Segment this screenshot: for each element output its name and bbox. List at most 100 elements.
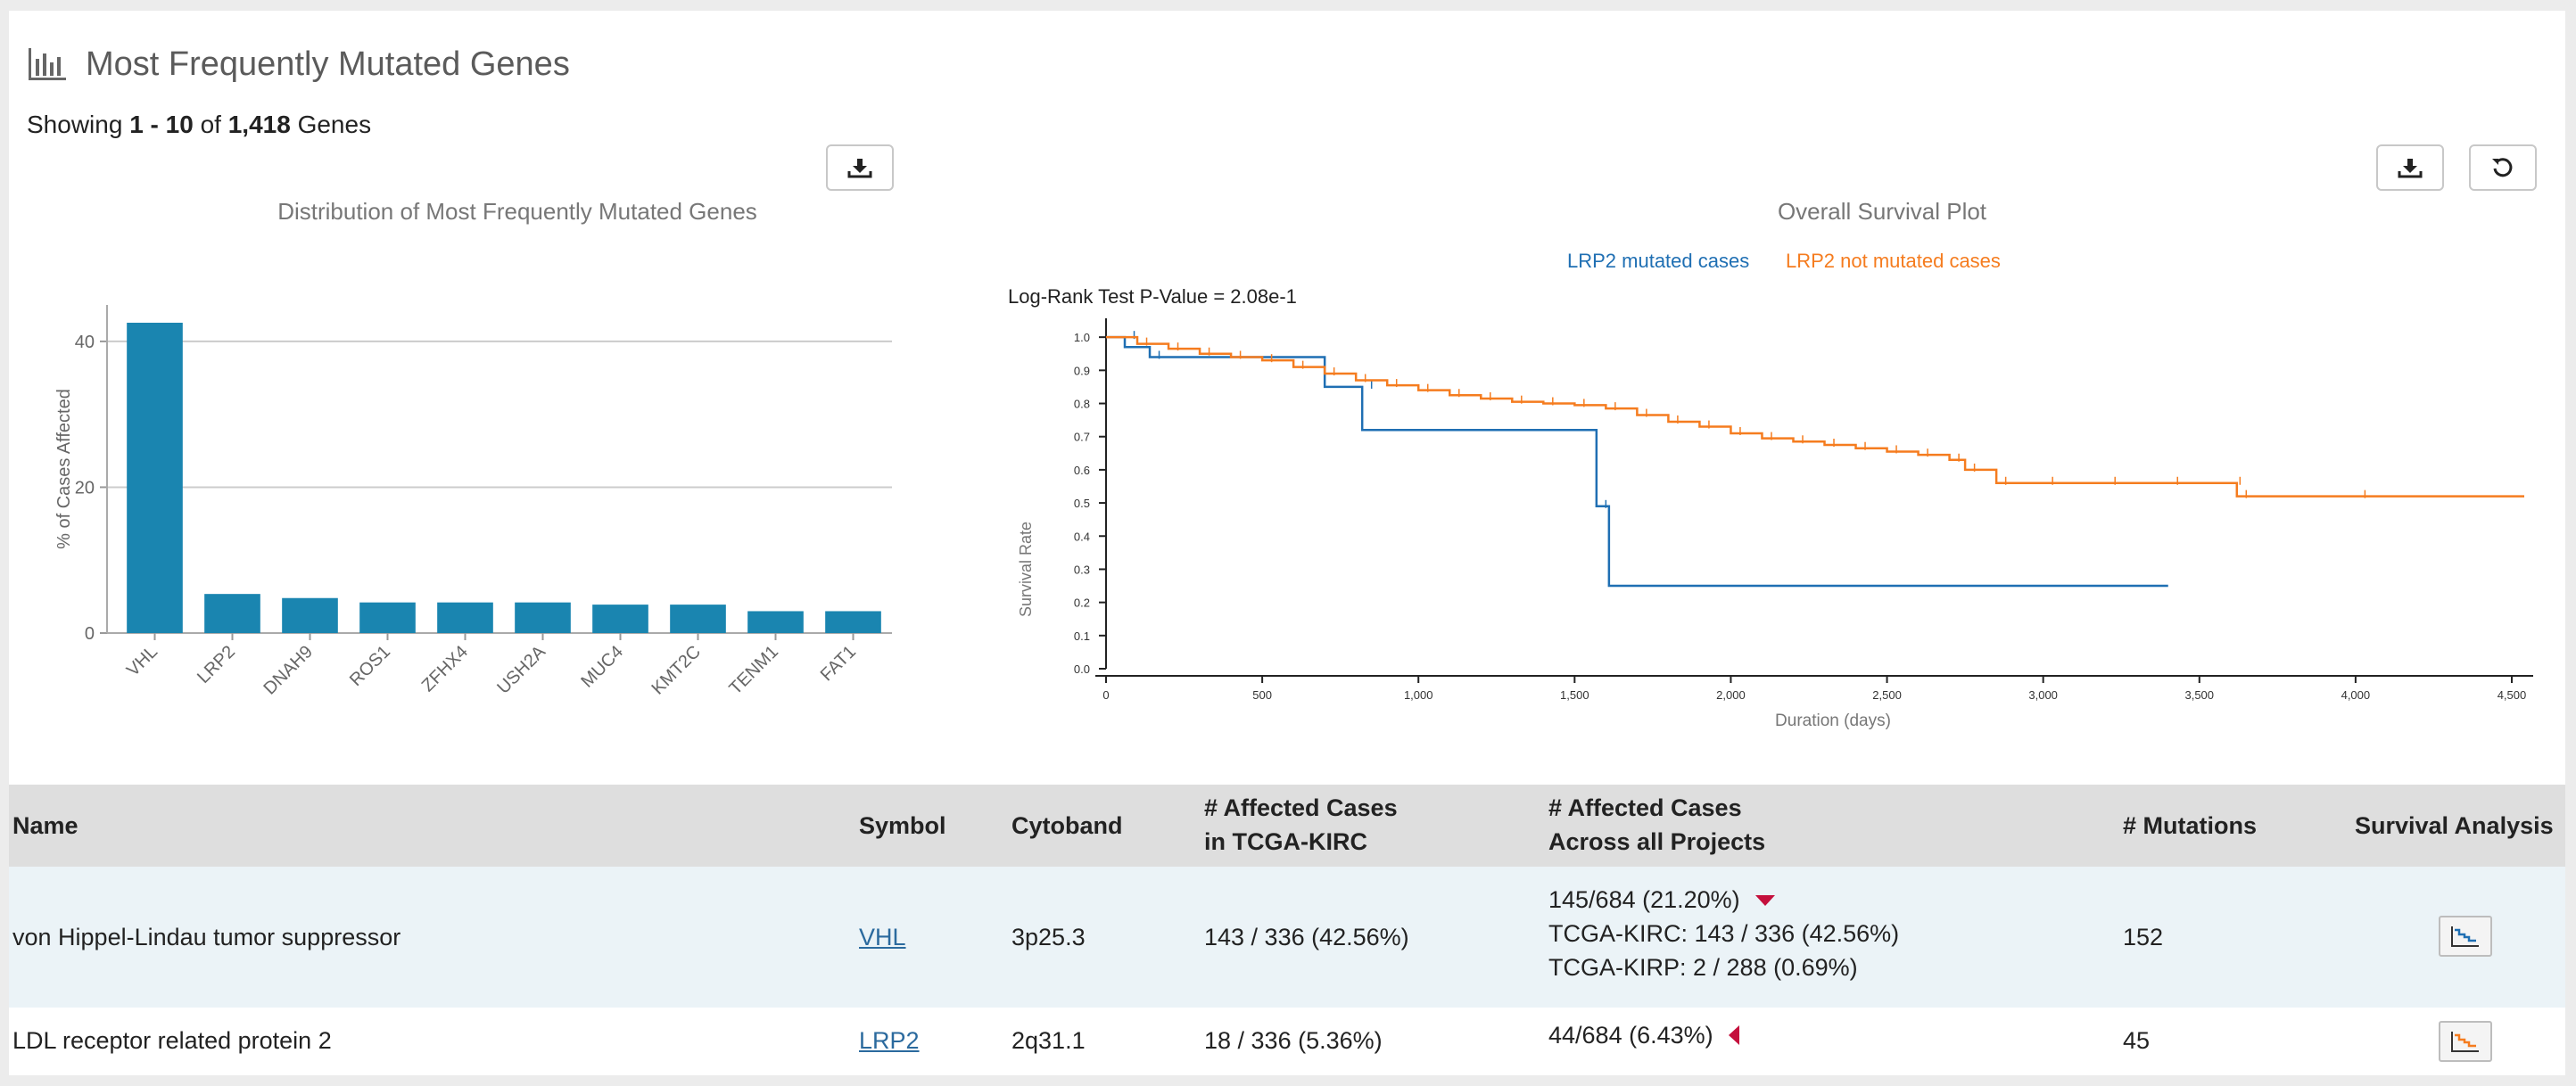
survival-plot-button[interactable] [2439, 1021, 2492, 1062]
col-affected-cases-line1: # Affected Cases [1204, 794, 1398, 821]
survival-plot-icon [2451, 926, 2479, 947]
y-tick-label: 40 [75, 333, 95, 352]
x-tick-label: 2,000 [1716, 688, 1746, 702]
table-row: von Hippel-Lindau tumor suppressor VHL 3… [9, 867, 2565, 1008]
gene-name: LDL receptor related protein 2 [12, 1027, 332, 1054]
showing-prefix: Showing [27, 111, 123, 138]
x-tick-label: ROS1 [346, 642, 394, 690]
x-tick-label: DNAH9 [260, 642, 317, 698]
log-rank-pvalue: Log-Rank Test P-Value = 2.08e-1 [1008, 285, 1297, 308]
x-tick-label: MUC4 [577, 642, 627, 692]
table-header: Name Symbol Cytoband # Affected Cases in… [9, 785, 2565, 867]
survival-title: Overall Survival Plot [1777, 198, 1987, 225]
affected-cases: 18 / 336 (5.36%) [1204, 1027, 1383, 1054]
x-tick-label: 2,500 [1872, 688, 1902, 702]
x-tick-label: TENM1 [726, 642, 782, 698]
x-tick-label: 3,000 [2028, 688, 2058, 702]
bar-chart-title: Distribution of Most Frequently Mutated … [277, 198, 757, 225]
mutations-count: 45 [2123, 1027, 2151, 1054]
x-tick-label: FAT1 [817, 642, 860, 685]
bar-vhl [127, 322, 183, 633]
reset-icon [2492, 158, 2513, 177]
download-icon [847, 159, 872, 178]
mutations-count: 152 [2123, 924, 2164, 950]
x-tick-label: 1,000 [1404, 688, 1433, 702]
bar-dnah9 [282, 597, 338, 633]
survival-plot-icon [2451, 1032, 2479, 1052]
table-row: LDL receptor related protein 2 LRP2 2q31… [9, 1008, 2565, 1075]
legend-not-mutated[interactable]: LRP2 not mutated cases [1786, 250, 2001, 272]
survival-line-not-mutated [1106, 335, 2524, 498]
bar-lrp2 [204, 594, 260, 633]
bar-ros1 [359, 602, 416, 633]
y-tick-label: 0.7 [1074, 431, 1090, 444]
survival-plot-button[interactable] [2439, 916, 2492, 957]
x-tick-label: 0 [1102, 688, 1109, 702]
survival-reset-button[interactable] [2469, 144, 2537, 191]
x-tick-label: 1,500 [1560, 688, 1589, 702]
y-tick-label: 0.8 [1074, 398, 1090, 411]
col-mutations[interactable]: # Mutations [2123, 812, 2258, 839]
x-axis-label: Duration (days) [1775, 712, 1891, 730]
x-tick-label: 4,500 [2498, 688, 2527, 702]
col-across-projects[interactable]: # Affected Cases Across all Projects [1548, 791, 1765, 859]
across-projects-line[interactable]: 145/684 (21.20%) [1548, 883, 1899, 917]
bar-chart: 0 20 40 % of Cases Affected VHL LRP2 DNAH9 ROS1… [54, 305, 892, 698]
y-tick-label: 0 [85, 624, 95, 644]
affected-cases: 143 / 336 (42.56%) [1204, 924, 1409, 950]
col-affected-cases-line2: in TCGA-KIRC [1204, 828, 1367, 855]
page-title: Most Frequently Mutated Genes [86, 45, 570, 83]
y-tick-label: 0.9 [1074, 364, 1090, 377]
y-tick-label: 0.1 [1074, 629, 1090, 643]
cytoband: 2q31.1 [1011, 1027, 1086, 1054]
col-across-projects-line1: # Affected Cases [1548, 794, 1742, 821]
showing-suffix: Genes [297, 111, 372, 138]
y-tick-label: 1.0 [1074, 331, 1090, 344]
x-tick-label: LRP2 [194, 642, 239, 687]
caret-down-icon[interactable] [1754, 893, 1777, 908]
y-axis-label: % of Cases Affected [54, 389, 74, 549]
showing-of: of [200, 111, 221, 138]
bar-tenm1 [747, 611, 804, 633]
download-icon [2398, 159, 2423, 178]
x-tick-label: VHL [123, 642, 161, 680]
gene-symbol-link[interactable]: LRP2 [859, 1027, 920, 1054]
y-tick-label: 0.5 [1074, 497, 1090, 510]
y-tick-label: 0.2 [1074, 596, 1090, 610]
across-projects[interactable]: 44/684 (6.43%) [1548, 1018, 1741, 1052]
genes-panel: Most Frequently Mutated Genes Showing 1 … [9, 11, 2565, 1075]
genes-table: Name Symbol Cytoband # Affected Cases in… [9, 785, 2565, 1075]
col-survival-analysis: Survival Analysis [2355, 812, 2554, 839]
survival-download-button[interactable] [2376, 144, 2444, 191]
bar-fat1 [825, 611, 881, 633]
survival-plot: 0.0 0.1 0.2 0.3 0.4 0.5 0.6 0.7 0.8 0.9 1.0 0 500 1,0… [1017, 318, 2533, 730]
y-tick-label: 0.4 [1074, 530, 1090, 543]
y-tick-label: 0.0 [1074, 662, 1090, 676]
x-tick-label: 3,500 [2184, 688, 2214, 702]
col-affected-cases[interactable]: # Affected Cases in TCGA-KIRC [1204, 791, 1398, 859]
across-projects-value: 44/684 (6.43%) [1548, 1022, 1713, 1049]
panel-header: Most Frequently Mutated Genes [27, 37, 570, 91]
caret-left-icon[interactable] [1727, 1024, 1741, 1047]
legend-mutated[interactable]: LRP2 mutated cases [1567, 250, 1750, 272]
showing-range: 1 - 10 [129, 111, 194, 138]
col-name[interactable]: Name [12, 812, 78, 839]
x-tick-label: ZFHX4 [418, 642, 472, 695]
x-tick-label: 500 [1252, 688, 1272, 702]
bar-muc4 [592, 605, 648, 633]
col-across-projects-line2: Across all Projects [1548, 828, 1766, 855]
gene-name: von Hippel-Lindau tumor suppressor [12, 924, 401, 950]
bar-ush2a [515, 602, 571, 633]
y-tick-label: 0.6 [1074, 464, 1090, 477]
col-symbol[interactable]: Symbol [859, 812, 946, 839]
y-tick-label: 0.3 [1074, 563, 1090, 576]
bar-chart-download-button[interactable] [826, 144, 894, 191]
cytoband: 3p25.3 [1011, 924, 1086, 950]
showing-count: Showing 1 - 10 of 1,418 Genes [27, 111, 371, 139]
across-detail-kirp: TCGA-KIRP: 2 / 288 (0.69%) [1548, 954, 1858, 981]
col-cytoband[interactable]: Cytoband [1011, 812, 1123, 839]
y-axis-label: Survival Rate [1017, 522, 1035, 617]
showing-total: 1,418 [227, 111, 291, 138]
bar-zfhx4 [437, 602, 493, 633]
gene-symbol-link[interactable]: VHL [859, 924, 906, 950]
